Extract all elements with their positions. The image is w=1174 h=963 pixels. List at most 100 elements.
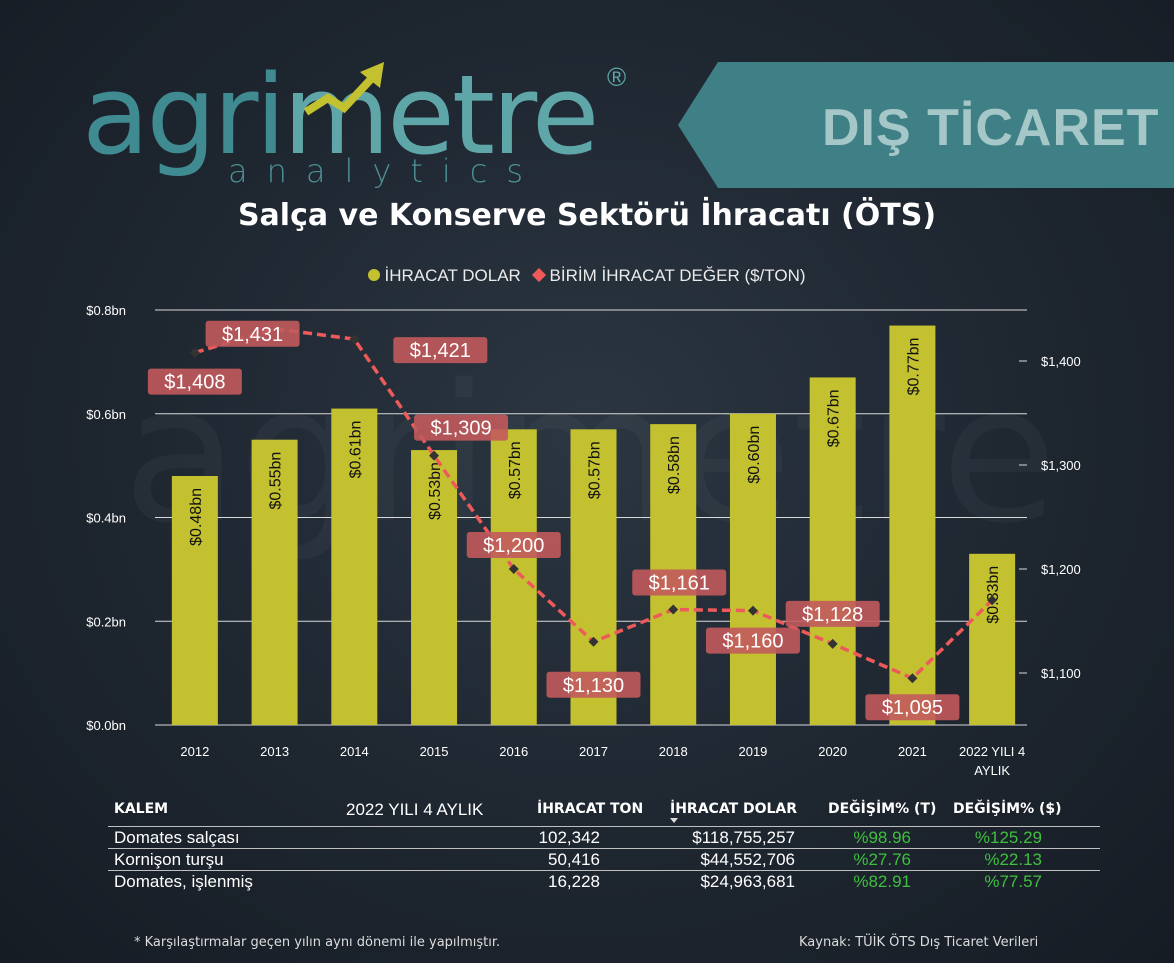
line-data-label: $1,095	[882, 697, 943, 719]
export-table: KALEM 2022 YILI 4 AYLIK İHRACAT TON İHRA…	[108, 798, 1100, 892]
line-marker	[907, 673, 918, 684]
line-data-label: $1,130	[563, 675, 624, 697]
table-row[interactable]: Domates, işlenmiş 16,228 $24,963,681 %82.91…	[108, 871, 1100, 892]
table-row[interactable]: Kornişon turşu 50,416 $44,552,706 %27.76 %22…	[108, 849, 1100, 871]
x-tick-label: 2017	[579, 744, 608, 759]
table-row[interactable]: Domates salçası 102,342 $118,755,257 %98.96…	[108, 827, 1100, 849]
x-tick-label: 2012	[180, 744, 209, 759]
bar-data-label: $0.48bn	[188, 488, 205, 546]
line-data-label: $1,160	[722, 631, 783, 653]
logo-part1: agri	[82, 51, 286, 179]
bar	[729, 413, 776, 725]
cell-degisim-usd: %125.29	[974, 828, 1042, 847]
bar-data-label: $0.55bn	[268, 452, 285, 510]
line-marker	[588, 636, 599, 647]
legend-line-marker	[531, 267, 546, 283]
bar-data-label: $0.33bn	[985, 566, 1002, 624]
line-label-box	[414, 414, 509, 441]
cell-dolar: $44,552,706	[700, 850, 795, 869]
y-left-tick-label: $0.8bn	[86, 303, 126, 318]
cell-dolar: $24,963,681	[700, 872, 795, 891]
line-label-box	[147, 368, 242, 395]
bar	[809, 377, 856, 725]
bar-data-label: $0.53bn	[427, 462, 444, 520]
cell-ton: 50,416	[548, 850, 600, 869]
bar-data-label: $0.67bn	[826, 389, 843, 447]
line-data-label: $1,161	[649, 573, 710, 595]
bar-data-label: $0.57bn	[507, 441, 524, 499]
logo-part2: metre	[283, 51, 599, 179]
bar-data-label: $0.58bn	[666, 436, 683, 494]
col-header-ton[interactable]: İHRACAT TON	[537, 801, 644, 817]
line-marker	[189, 347, 200, 358]
line-label-box	[393, 337, 488, 364]
registered-icon: ®	[607, 62, 627, 92]
cell-ton: 16,228	[548, 872, 600, 891]
y-left-tick-label: $0.2bn	[86, 614, 126, 629]
line-data-label: $1,408	[164, 372, 225, 394]
logo-subtitle: analytics	[228, 152, 543, 190]
legend-bar-marker	[368, 269, 381, 281]
y-left-tick-label: $0.0bn	[86, 718, 126, 733]
col-header-degisim-usd[interactable]: DEĞİŞİM% ($)	[953, 801, 1062, 817]
bar	[251, 439, 298, 725]
x-tick-label: 2016	[499, 744, 528, 759]
legend-item-line[interactable]: BİRİM İHRACAT DEĞER ($/TON)	[531, 266, 806, 286]
line-marker	[747, 605, 758, 616]
line-marker	[349, 334, 360, 345]
legend-bar-label: İHRACAT DOLAR	[384, 266, 521, 285]
y-right-tick-label: $1,300	[1041, 458, 1081, 473]
line-data-label: $1,128	[802, 604, 863, 626]
bar	[331, 408, 378, 725]
line-data-label: $1,200	[483, 535, 544, 557]
y-left-tick-label: $0.4bn	[86, 511, 126, 526]
line-marker	[508, 564, 519, 574]
logo-wordmark: agrimetre	[82, 60, 599, 170]
x-tick-label: 2020	[818, 744, 847, 759]
cell-kalem: Domates, işlenmiş	[114, 872, 253, 891]
bar	[490, 429, 537, 725]
y-left-tick-label: $0.6bn	[86, 407, 126, 422]
cell-degisim-t: %27.76	[853, 850, 911, 869]
bar-data-label: $0.77bn	[905, 338, 922, 396]
line-data-label: $1,431	[222, 324, 283, 346]
y-right-tick-label: $1,100	[1041, 666, 1081, 681]
banner-shape	[678, 62, 1174, 188]
line-label-box	[785, 600, 880, 627]
bar	[411, 450, 458, 725]
table-header: KALEM 2022 YILI 4 AYLIK İHRACAT TON İHRA…	[108, 798, 1100, 827]
col-header-period: 2022 YILI 4 AYLIK	[346, 800, 484, 819]
footnote: * Karşılaştırmalar geçen yılın aynı döne…	[134, 935, 501, 950]
bar	[171, 476, 218, 725]
cell-dolar: $118,755,257	[692, 828, 795, 847]
line-data-label: $1,421	[410, 340, 471, 362]
source-note: Kaynak: TÜİK ÖTS Dış Ticaret Verileri	[799, 935, 1039, 950]
x-tick-label-line2: AYLIK	[974, 763, 1010, 778]
line-marker	[827, 638, 838, 649]
col-header-dolar[interactable]: İHRACAT DOLAR	[670, 801, 798, 817]
bar-data-label: $0.60bn	[746, 426, 763, 484]
line-label-box	[205, 320, 300, 347]
cell-degisim-t: %98.96	[853, 828, 911, 847]
legend-item-bar[interactable]: İHRACAT DOLAR	[368, 266, 521, 286]
x-tick-label: 2014	[340, 744, 369, 759]
col-header-kalem[interactable]: KALEM	[114, 801, 169, 817]
cell-degisim-t: %82.91	[853, 872, 911, 891]
agrimetre-logo: agrimetre analytics ®	[80, 60, 640, 190]
line-marker	[668, 604, 679, 615]
banner-title: DIŞ TİCARET	[822, 99, 1160, 157]
line-marker	[987, 595, 998, 606]
col-header-degisim-t[interactable]: DEĞİŞİM% (T)	[828, 801, 937, 817]
sort-desc-icon[interactable]	[670, 818, 678, 823]
bar	[969, 553, 1016, 725]
cell-degisim-usd: %77.57	[984, 872, 1042, 891]
line-label-box	[632, 569, 727, 596]
cell-degisim-usd: %22.13	[984, 850, 1042, 869]
x-tick-label: 2018	[659, 744, 688, 759]
bar	[889, 325, 936, 725]
y-right-tick-label: $1,400	[1041, 354, 1081, 369]
line-label-box	[705, 627, 800, 654]
bar-data-label: $0.61bn	[347, 421, 364, 479]
x-tick-label: 2019	[738, 744, 767, 759]
trend-arrow-icon	[303, 62, 384, 116]
